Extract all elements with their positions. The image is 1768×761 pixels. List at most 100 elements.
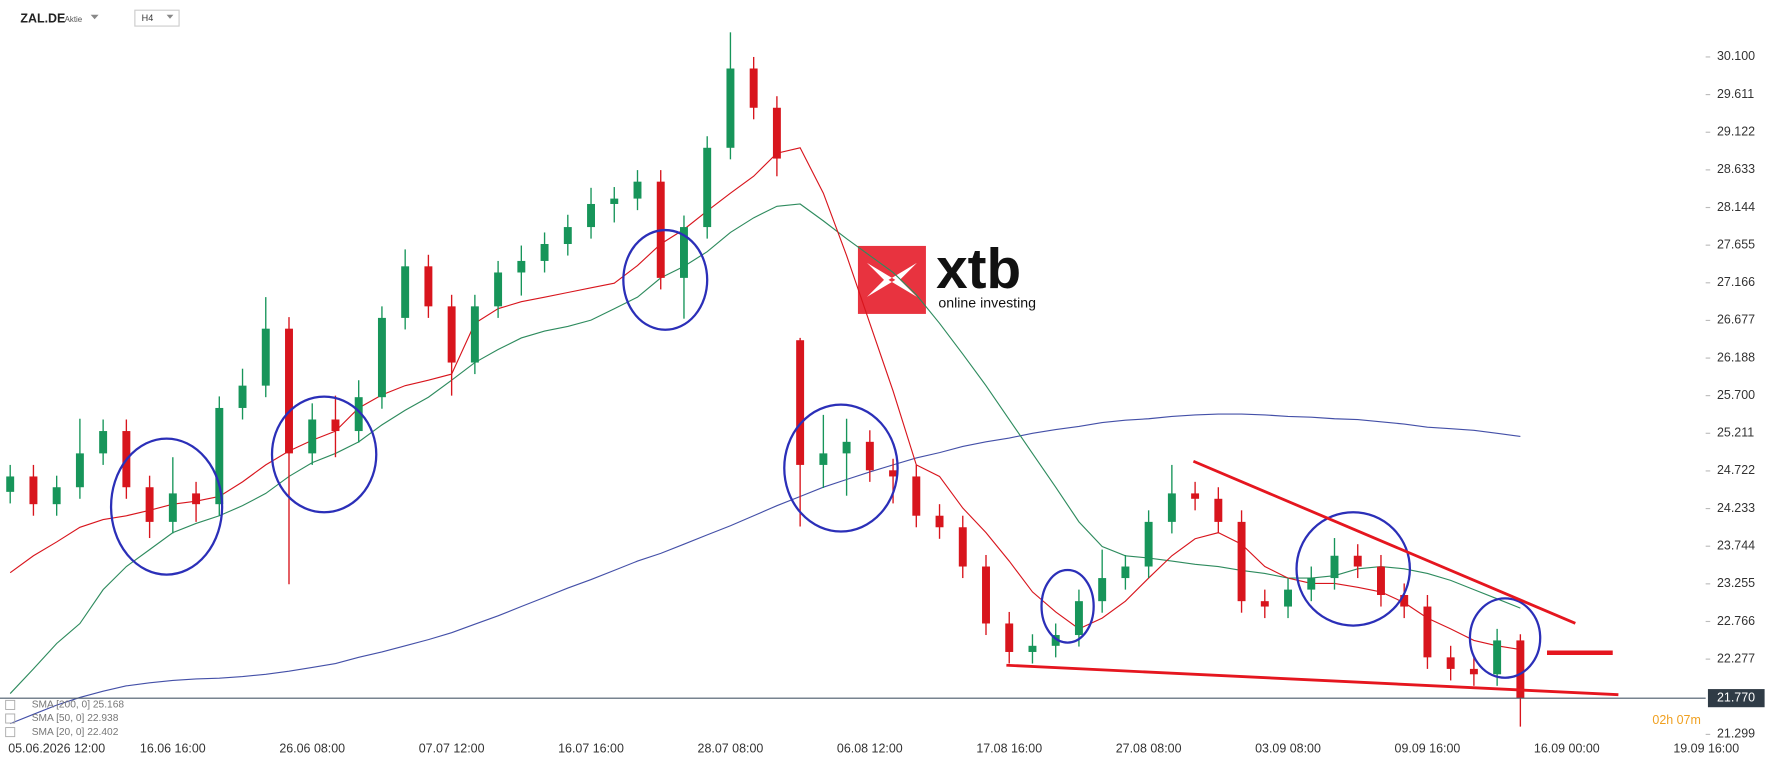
candle-body [354, 397, 363, 432]
y-tick-label: 22.277 [1717, 651, 1755, 665]
candle-body [749, 68, 758, 108]
candle-body [633, 181, 642, 199]
y-tick-label: 25.700 [1717, 388, 1755, 402]
x-tick-label: 07.07 12:00 [419, 741, 485, 755]
highlight-circle [622, 228, 709, 331]
candle-body [192, 493, 201, 505]
candle-body [1330, 555, 1339, 579]
candle-body [1191, 493, 1200, 499]
candle-body [261, 328, 270, 386]
x-tick-label: 17.08 16:00 [976, 741, 1042, 755]
current-price-label: 21.770 [1717, 690, 1755, 704]
timeframe-box[interactable] [134, 9, 180, 27]
x-tick-label: 19.09 16:00 [1673, 741, 1739, 755]
candle-body [99, 431, 108, 454]
candle-body [1260, 601, 1269, 607]
candle-body [1005, 623, 1014, 652]
y-tick-label: 28.633 [1717, 162, 1755, 176]
candle-body [470, 306, 479, 363]
symbol[interactable]: ZAL.DE [20, 12, 65, 26]
candle-body [1353, 555, 1362, 567]
dropdown-arrow[interactable] [90, 14, 99, 20]
highlight-circle [783, 403, 899, 533]
candle-body [1516, 640, 1525, 699]
highlight-circle [270, 395, 378, 514]
x-tick-label: 16.07 16:00 [558, 741, 624, 755]
y-tick-label: 24.233 [1717, 501, 1755, 515]
candle-body [447, 306, 456, 363]
candle-body [1493, 640, 1502, 675]
candle-body [796, 340, 805, 465]
candle-body [1469, 668, 1478, 675]
resistance-line [1192, 459, 1576, 625]
candle-body [285, 328, 293, 454]
logo-brand: xtb [936, 238, 1021, 301]
candle-body [424, 266, 433, 307]
legend-icon [5, 699, 16, 710]
x-tick-label: 06.08 12:00 [837, 741, 903, 755]
candle-body [1144, 521, 1153, 567]
candle-body [6, 476, 15, 492]
candle-body [308, 419, 317, 454]
highlight-circle [1040, 568, 1095, 644]
y-tick-label: 23.255 [1717, 576, 1755, 590]
legend-icon [5, 713, 16, 724]
x-tick-label: 09.09 16:00 [1395, 741, 1461, 755]
candle-body [1307, 578, 1316, 590]
candle-body [1400, 595, 1409, 607]
y-tick-label: 26.677 [1717, 313, 1755, 327]
timeframe[interactable]: H4 [142, 13, 154, 23]
y-tick-label: 29.122 [1717, 125, 1755, 139]
instrument-kind: Aktie [65, 15, 83, 24]
y-tick-label: 26.188 [1717, 350, 1755, 364]
y-tick-label: 24.722 [1717, 463, 1755, 477]
candle-body [726, 68, 735, 148]
candle-body [587, 203, 595, 228]
highlight-circle [1295, 511, 1411, 627]
candle-body [1377, 566, 1385, 596]
candle-body [1051, 635, 1060, 646]
candle-body [75, 453, 84, 488]
candle-body [517, 260, 526, 273]
candle-body [1446, 657, 1455, 669]
candle-body [935, 515, 944, 528]
candle-body [819, 453, 828, 465]
x-tick-label: 16.09 00:00 [1534, 741, 1600, 755]
candle-body [982, 566, 990, 624]
candle-body [494, 272, 503, 307]
y-tick-label: 27.655 [1717, 237, 1755, 251]
dropdown-arrow[interactable] [166, 14, 174, 19]
candle-body [1028, 645, 1037, 652]
candle-body [1098, 578, 1107, 602]
current-price-box [1707, 689, 1765, 708]
candle-body [680, 227, 688, 278]
candle-body [215, 407, 224, 505]
candle-body [1167, 493, 1176, 522]
support-line [1006, 663, 1619, 697]
candle-body [842, 441, 851, 454]
y-tick-label: 25.211 [1717, 426, 1754, 440]
candle-body [1284, 589, 1292, 607]
candle-body [865, 441, 874, 471]
candle-body [610, 198, 619, 204]
x-tick-label: 26.06 08:00 [279, 741, 345, 755]
x-tick-label: 16.06 16:00 [140, 741, 206, 755]
candle-body [377, 317, 386, 398]
highlight-circle [1468, 597, 1542, 679]
candle-body [52, 487, 61, 505]
candle-body [145, 487, 154, 522]
countdown: 02h 07m [1652, 713, 1700, 727]
legend-entry: SMA [200, 0] 25.168 [32, 700, 125, 711]
trendlines [1006, 459, 1619, 697]
candle-body [703, 147, 712, 228]
candle-body [889, 470, 898, 477]
candle-body [238, 385, 247, 408]
candle-body [1121, 566, 1130, 579]
candle-body [401, 266, 410, 318]
y-tick-label: 22.766 [1717, 614, 1755, 628]
candle-body [1423, 606, 1432, 658]
y-tick-label: 29.611 [1717, 87, 1754, 101]
logo-mark [857, 245, 926, 314]
candle-body [1074, 601, 1083, 636]
